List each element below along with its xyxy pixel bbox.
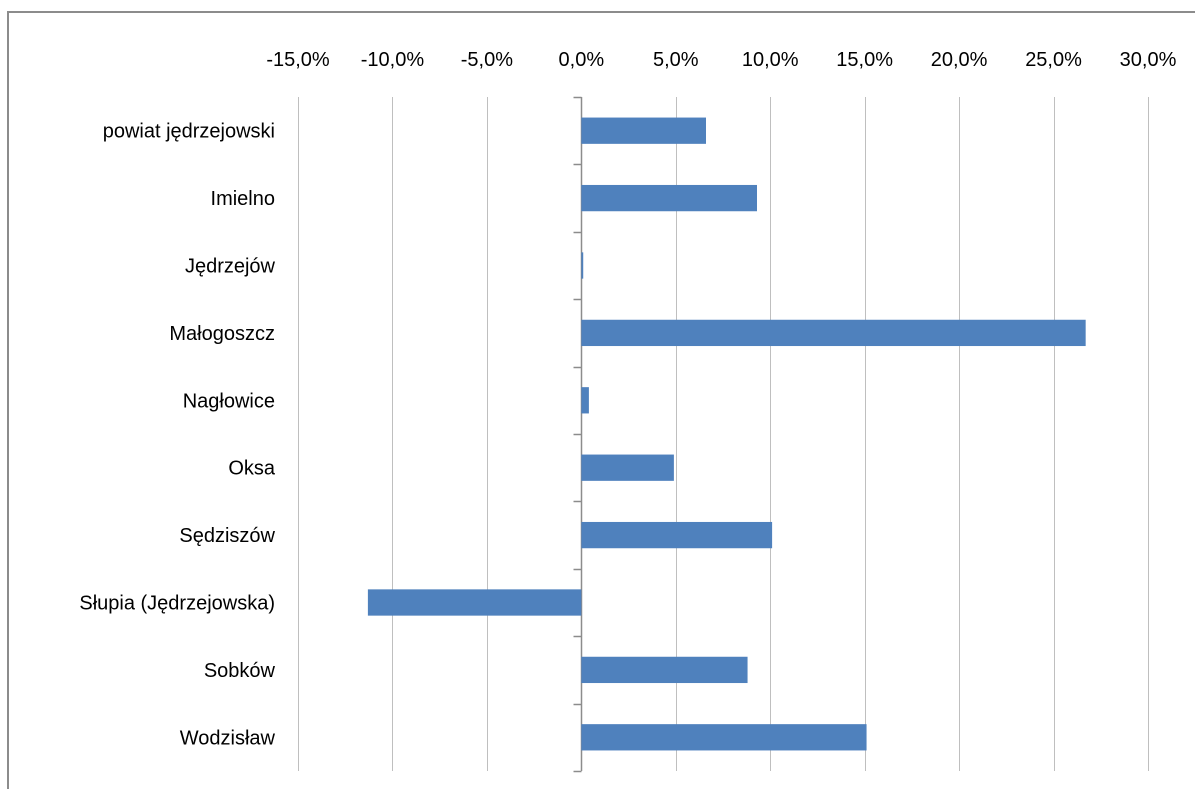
category-label: Nagłowice	[183, 390, 275, 412]
x-tick-label: 10,0%	[742, 49, 799, 71]
category-label: Jędrzejów	[185, 256, 276, 278]
category-label: Sobków	[204, 660, 276, 682]
bar	[581, 387, 589, 414]
bar	[581, 252, 584, 279]
category-label: Małogoszcz	[169, 323, 275, 345]
bar	[581, 454, 674, 481]
bar	[581, 184, 757, 212]
category-label: Wodzisław	[180, 727, 276, 749]
bar	[581, 724, 867, 751]
category-label: Sędziszów	[179, 525, 275, 547]
category-axis	[573, 96, 583, 773]
category-label: Słupia (Jędrzejowska)	[79, 593, 275, 615]
x-tick-label: 30,0%	[1120, 49, 1177, 71]
bar	[581, 656, 748, 684]
bar	[581, 117, 706, 144]
category-label: powiat jędrzejowski	[103, 121, 275, 143]
category-labels: powiat jędrzejowski Imielno Jędrzejów Małog…	[79, 121, 276, 750]
x-tick-label: -10,0%	[361, 49, 425, 71]
chart-frame	[7, 11, 1195, 789]
x-tick-label: 20,0%	[931, 49, 988, 71]
x-axis-tick-labels: -15,0% -10,0% -5,0% 0,0% 5,0% 10,0% 15,0% 20,0%…	[266, 49, 1176, 71]
x-tick-label: -5,0%	[461, 49, 513, 71]
bar	[581, 319, 1086, 347]
x-tick-label: 5,0%	[653, 49, 699, 71]
category-label: Imielno	[211, 188, 275, 210]
x-tick-label: -15,0%	[266, 49, 330, 71]
x-tick-label: 25,0%	[1025, 49, 1082, 71]
bar	[367, 589, 582, 616]
bar	[581, 521, 773, 549]
category-label: Oksa	[228, 458, 276, 480]
bars	[367, 117, 1086, 751]
x-tick-label: 0,0%	[559, 49, 605, 71]
x-tick-label: 15,0%	[836, 49, 893, 71]
